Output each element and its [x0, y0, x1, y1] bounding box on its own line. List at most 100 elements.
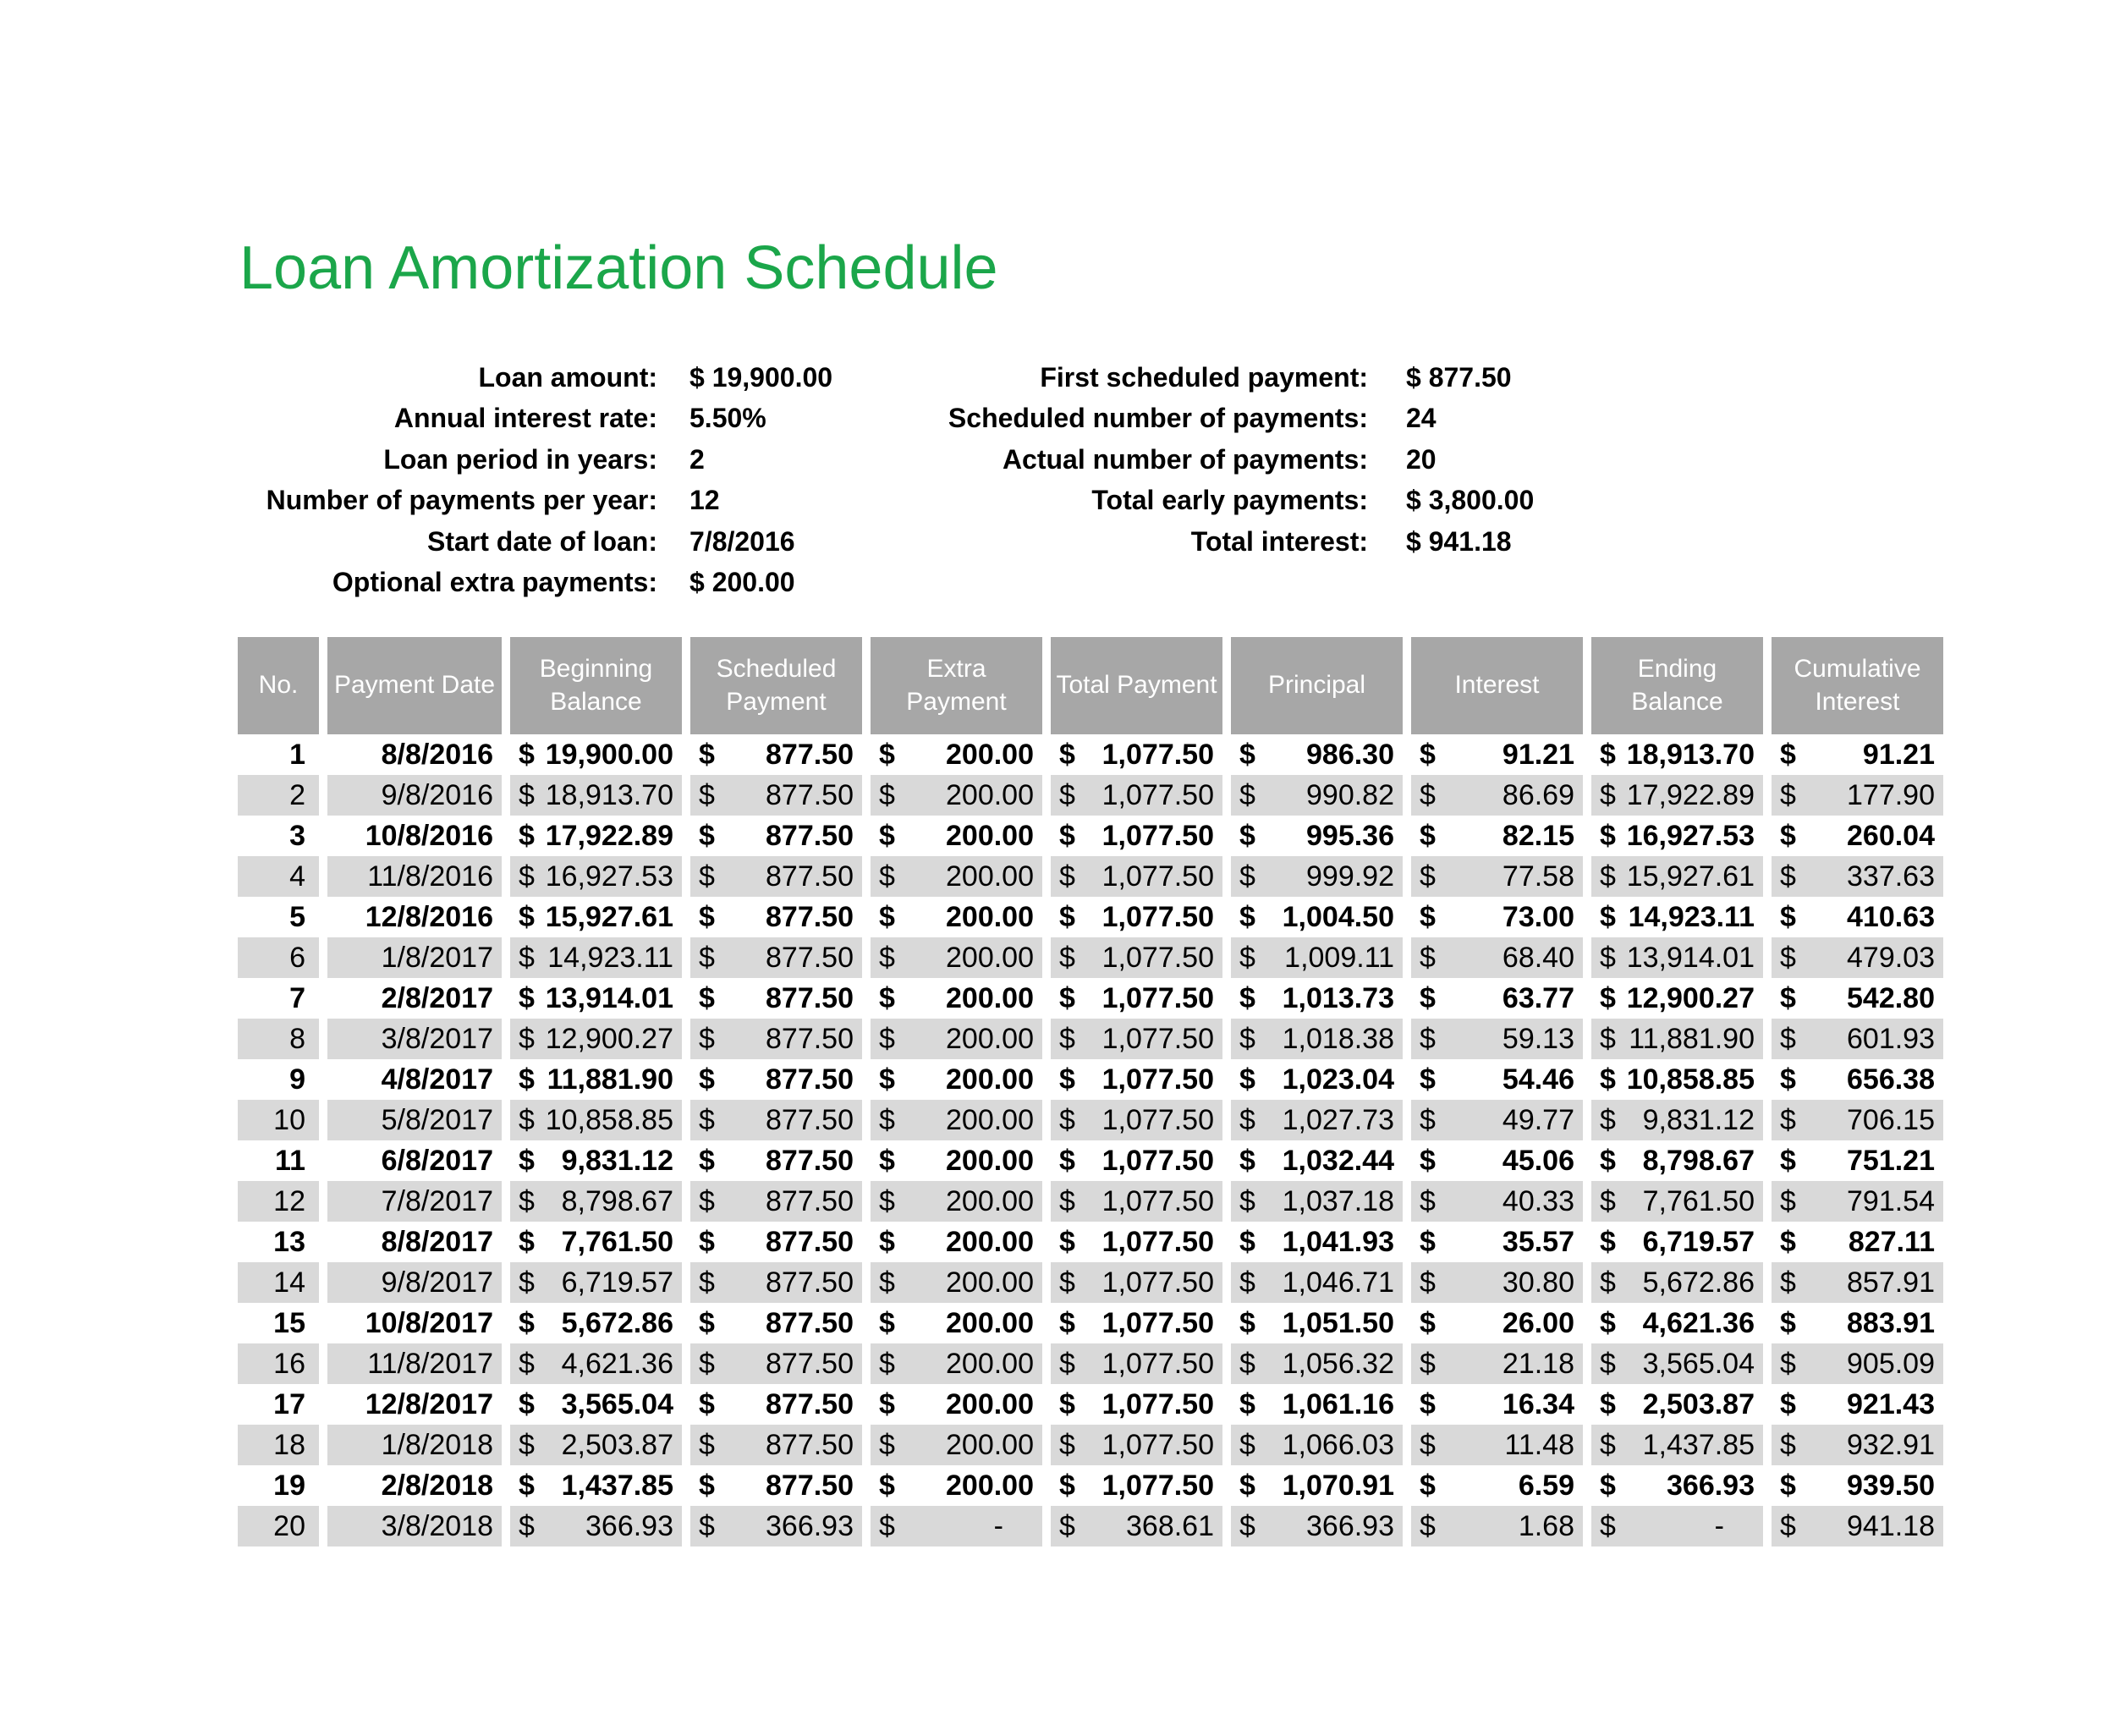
- cell-value: 1,018.38: [1282, 1022, 1394, 1055]
- cell-scheduled: $877.50: [690, 1019, 862, 1059]
- dollar-sign: $: [519, 1063, 535, 1096]
- cell-ending: $13,914.01: [1591, 937, 1763, 978]
- cell-value: 337.63: [1847, 860, 1935, 893]
- dollar-sign: $: [1600, 1184, 1616, 1217]
- table-header-row: No. Payment Date Beginning Balance Schedule…: [238, 637, 1943, 734]
- dollar-sign: $: [879, 819, 895, 852]
- cell-value: 877.50: [766, 1225, 854, 1258]
- payment-date-cell: 11/8/2017: [327, 1343, 502, 1384]
- summary-row: Loan amount: $ 19,900.00: [241, 357, 832, 398]
- row-number-cell: 12: [238, 1181, 319, 1222]
- cell-beginning: $16,927.53: [510, 856, 682, 897]
- dollar-sign: $: [1600, 1063, 1616, 1096]
- dollar-sign: $: [1780, 1063, 1796, 1096]
- dollar-sign: $: [1420, 941, 1436, 974]
- row-number-cell: 17: [273, 1387, 305, 1420]
- cell-extra: $200.00: [871, 1181, 1042, 1222]
- cell-value: 200.00: [946, 1225, 1034, 1258]
- dollar-sign: $: [1239, 1063, 1255, 1096]
- cell-value: 200.00: [946, 1184, 1034, 1217]
- cell-total: $1,077.50: [1051, 897, 1222, 937]
- cell-interest: $91.21: [1411, 734, 1583, 775]
- cell-value: 10,858.85: [545, 1103, 673, 1136]
- cell-value: 366.93: [585, 1509, 673, 1542]
- cell-principal: $1,023.04: [1231, 1059, 1403, 1100]
- cell-interest: $6.59: [1411, 1465, 1583, 1506]
- cell-value: 7,761.50: [561, 1225, 673, 1258]
- cell-extra: $200.00: [871, 1222, 1042, 1262]
- cell-value: 12,900.27: [1626, 981, 1755, 1014]
- cell-value: 77.58: [1502, 860, 1574, 893]
- dollar-sign: $: [1780, 900, 1796, 933]
- summary-value: $ 877.50: [1406, 361, 1512, 393]
- cell-value: 877.50: [766, 1469, 854, 1502]
- dollar-sign: $: [1780, 860, 1796, 893]
- cell-value: 6.59: [1518, 1469, 1574, 1502]
- cell-value: 17,922.89: [545, 819, 673, 852]
- row-number-cell: 10: [238, 1100, 319, 1140]
- cell-value: 91.21: [1502, 738, 1574, 771]
- payment-date-cell: 9/8/2016: [327, 775, 502, 816]
- cell-value: 9,831.12: [561, 1144, 673, 1177]
- cell-total: $1,077.50: [1051, 1019, 1222, 1059]
- dollar-sign: $: [519, 738, 535, 771]
- cell-value: 35.57: [1502, 1225, 1574, 1258]
- cell-value: 200.00: [946, 778, 1034, 811]
- summary-row: Total interest: $ 941.18: [928, 521, 1534, 563]
- cell-value: 1,051.50: [1282, 1306, 1394, 1339]
- summary-label: Loan amount:: [478, 361, 657, 393]
- dollar-sign: $: [699, 860, 715, 893]
- summary-row: Scheduled number of payments: 24: [928, 398, 1534, 440]
- summary-value: $ 3,800.00: [1406, 485, 1535, 516]
- cell-scheduled: $877.50: [690, 1262, 862, 1303]
- dollar-sign: $: [1600, 1266, 1616, 1299]
- dollar-sign: $: [1600, 1387, 1616, 1420]
- cell-interest: $68.40: [1411, 937, 1583, 978]
- cell-principal: $1,032.44: [1231, 1140, 1403, 1181]
- column-header: Cumulative Interest: [1772, 637, 1943, 734]
- row-number-cell: 9: [289, 1063, 305, 1096]
- dollar-sign: $: [699, 738, 715, 771]
- cell-total: $1,077.50: [1051, 1181, 1222, 1222]
- loan-summary-right: First scheduled payment: $ 877.50 Schedule…: [928, 357, 1534, 563]
- cell-total: $1,077.50: [1051, 1262, 1222, 1303]
- cell-value: 200.00: [946, 1387, 1034, 1420]
- cell-total: $1,077.50: [1051, 937, 1222, 978]
- cell-principal: $366.93: [1231, 1506, 1403, 1546]
- summary-row: Start date of loan: 7/8/2016: [241, 521, 832, 563]
- summary-label: Actual number of payments:: [1002, 443, 1368, 475]
- dollar-sign: $: [1600, 1144, 1616, 1177]
- cell-interest: $26.00: [1411, 1303, 1583, 1343]
- cell-value: 200.00: [946, 860, 1034, 893]
- cell-total: $1,077.50: [1051, 978, 1222, 1019]
- dollar-sign: $: [699, 1103, 715, 1136]
- cell-value: 177.90: [1847, 778, 1935, 811]
- cell-ending: $7,761.50: [1591, 1181, 1763, 1222]
- cell-value: 990.82: [1306, 778, 1394, 811]
- cell-value: 13,914.01: [1626, 941, 1755, 974]
- summary-label: Optional extra payments:: [332, 567, 657, 598]
- dollar-sign: $: [699, 981, 715, 1014]
- cell-total: $1,077.50: [1051, 1384, 1222, 1425]
- dollar-sign: $: [1420, 1469, 1436, 1502]
- dollar-sign: $: [699, 900, 715, 933]
- payment-date-cell: 12/8/2016: [365, 900, 493, 933]
- cell-cumulative: $479.03: [1772, 937, 1943, 978]
- cell-cumulative: $939.50: [1772, 1465, 1943, 1506]
- dollar-sign: $: [1059, 1144, 1075, 1177]
- cell-beginning: $3,565.04: [510, 1384, 682, 1425]
- cell-extra: $200.00: [871, 1303, 1042, 1343]
- cell-extra: $200.00: [871, 937, 1042, 978]
- cell-value: 2,503.87: [561, 1428, 673, 1461]
- cell-value: 1,077.50: [1101, 1063, 1214, 1096]
- cell-value: 18,913.70: [545, 778, 673, 811]
- cell-cumulative: $706.15: [1772, 1100, 1943, 1140]
- cell-value: 45.06: [1502, 1144, 1574, 1177]
- dollar-sign: $: [519, 981, 535, 1014]
- dollar-sign: $: [699, 1469, 715, 1502]
- payment-date-cell: 7/8/2017: [327, 1181, 502, 1222]
- cell-value: 260.04: [1847, 819, 1935, 852]
- table-row: 5 12/8/2016 $15,927.61 $877.50 $200.00 $1,077…: [238, 897, 1943, 937]
- cell-value: 10,858.85: [1626, 1063, 1755, 1096]
- dollar-sign: $: [1420, 1022, 1436, 1055]
